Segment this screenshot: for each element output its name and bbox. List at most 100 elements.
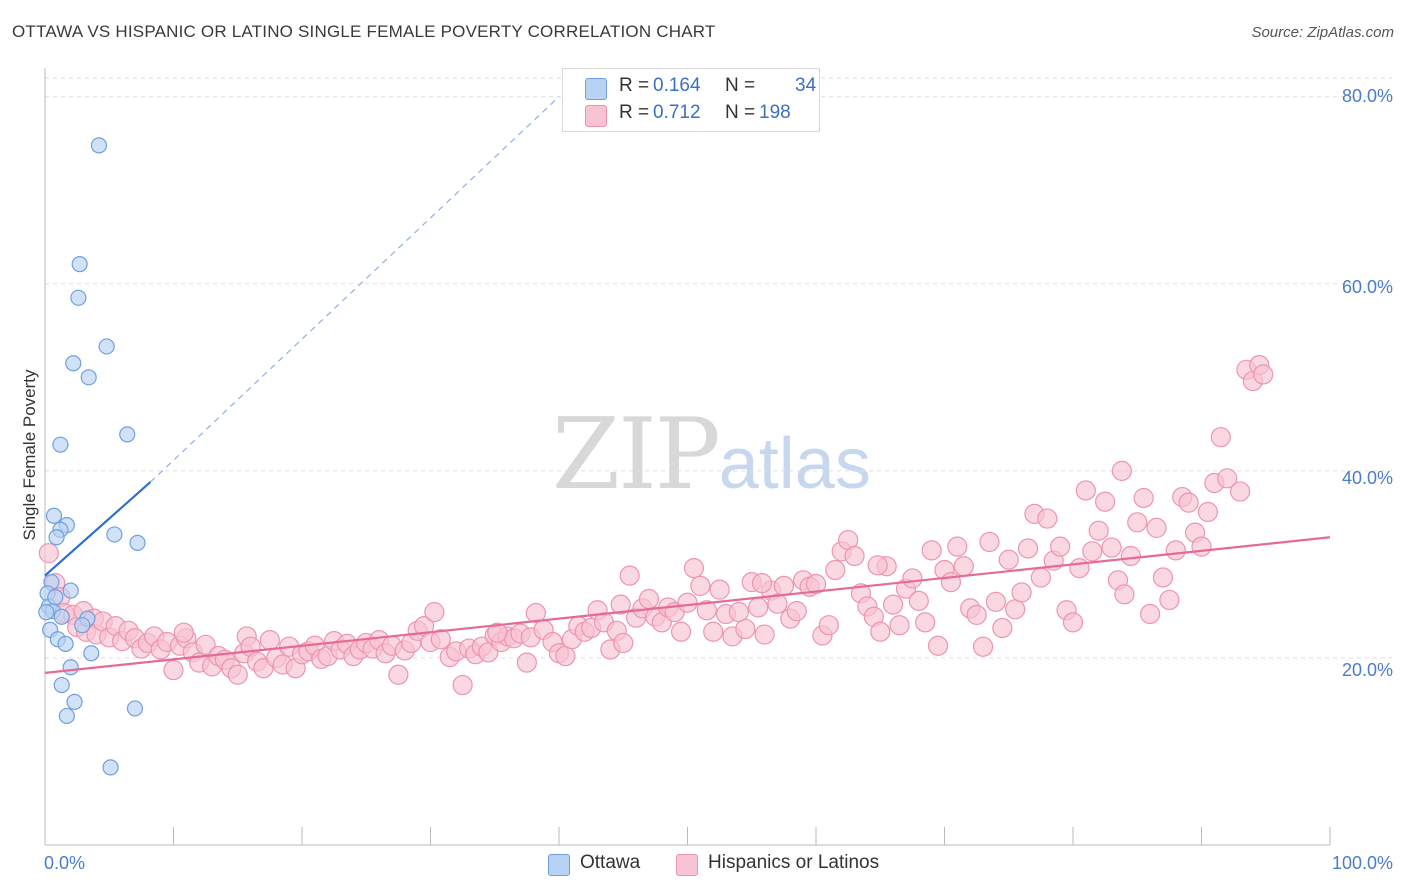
hispanic-point xyxy=(696,600,717,621)
ottawa-point xyxy=(119,426,136,443)
hispanic-point xyxy=(870,621,891,642)
ottawa-point xyxy=(65,355,82,372)
hispanic-point xyxy=(992,617,1013,639)
hispanic-swatch xyxy=(585,105,607,127)
hispanic-point xyxy=(1253,364,1274,385)
x-tick-label: 100.0% xyxy=(1331,853,1393,873)
watermark: ZIPatlas xyxy=(552,398,871,512)
hispanic-point xyxy=(915,612,936,633)
hispanic-point xyxy=(487,622,508,643)
ottawa-point xyxy=(62,659,79,676)
hispanic-point xyxy=(1120,545,1141,567)
hispanic-point xyxy=(670,621,692,642)
hispanic-point xyxy=(767,593,788,614)
hispanic-point xyxy=(998,549,1019,570)
hispanic-point xyxy=(195,634,216,655)
x-tick-label: 0.0% xyxy=(44,853,86,873)
ottawa-point xyxy=(45,507,63,524)
ottawa-point xyxy=(80,369,97,386)
y-tick-label: 60.0% xyxy=(1341,277,1393,297)
hispanic-point xyxy=(1082,541,1103,562)
ottawa-point xyxy=(90,137,108,154)
ottawa-point xyxy=(66,693,83,710)
hispanic-point xyxy=(424,601,445,623)
hispanic-point xyxy=(882,594,904,615)
hispanic-point xyxy=(748,597,769,618)
hispanic-point xyxy=(979,531,1000,553)
hispanic-point xyxy=(1152,567,1174,588)
ottawa-point xyxy=(70,289,87,306)
n-value: 34 xyxy=(795,75,817,96)
hispanic-point xyxy=(613,632,634,654)
hispanic-point xyxy=(452,674,473,696)
ottawa-point xyxy=(62,582,79,599)
hispanic-point xyxy=(754,624,775,645)
hispanic-point xyxy=(703,621,724,642)
hispanic-point xyxy=(690,575,711,597)
ottawa-point xyxy=(129,534,146,551)
hispanic-point xyxy=(516,652,537,673)
ottawa-swatch xyxy=(585,78,607,100)
ottawa-point xyxy=(48,529,65,546)
ottawa-point xyxy=(38,603,55,621)
hispanic-point xyxy=(985,591,1007,612)
n-value: 198 xyxy=(759,102,791,123)
hispanic-point xyxy=(728,601,750,623)
hispanic-point xyxy=(638,588,660,610)
hispanic-point xyxy=(805,573,827,595)
hispanic-point xyxy=(1075,480,1096,501)
hispanic-point xyxy=(163,659,184,681)
ottawa-trend-line xyxy=(44,481,152,577)
hispanic-point xyxy=(1011,582,1032,603)
hispanic-point xyxy=(825,559,846,581)
hispanic-point xyxy=(751,572,773,594)
ottawa-point xyxy=(74,617,91,634)
r-label: R = xyxy=(619,75,650,96)
hispanic-point xyxy=(1101,537,1122,558)
r-value: 0.164 xyxy=(653,75,701,96)
hispanic-point xyxy=(173,622,194,643)
ottawa-trend-extension xyxy=(149,96,560,483)
ottawa-point xyxy=(71,256,88,273)
hispanic-point xyxy=(610,594,631,615)
r-value: 0.712 xyxy=(653,102,701,123)
hispanic-point xyxy=(818,615,839,636)
ottawa-point xyxy=(126,700,144,717)
ottawa-swatch xyxy=(548,854,570,876)
hispanic-point xyxy=(677,592,698,613)
hispanic-point xyxy=(1017,538,1039,559)
ottawa-point xyxy=(102,759,119,776)
hispanic-point xyxy=(844,545,865,567)
legend-label: Hispanics or Latinos xyxy=(708,852,880,873)
hispanic-point xyxy=(1139,603,1161,625)
hispanic-point xyxy=(259,630,280,651)
hispanic-point xyxy=(38,543,59,564)
hispanic-point xyxy=(388,664,409,685)
hispanic-point xyxy=(525,602,546,624)
ottawa-point xyxy=(47,589,64,606)
hispanic-point xyxy=(1165,540,1186,561)
hispanic-point xyxy=(1229,481,1251,502)
hispanic-point xyxy=(227,664,248,685)
hispanic-point xyxy=(773,575,794,597)
hispanic-point xyxy=(953,556,974,577)
hispanic-trend-line xyxy=(44,536,1331,674)
watermark-atlas: atlas xyxy=(718,424,871,504)
ottawa-point xyxy=(53,608,70,625)
hispanic-point xyxy=(1178,492,1199,513)
hispanic-point xyxy=(1146,517,1167,539)
hispanic-point xyxy=(709,579,730,600)
hispanic-point xyxy=(1133,487,1154,509)
hispanic-point xyxy=(966,604,987,626)
watermark-zip: ZIP xyxy=(552,398,721,512)
legend-label: Ottawa xyxy=(580,852,641,873)
hispanic-point xyxy=(735,618,756,640)
ottawa-point xyxy=(58,707,75,725)
hispanic-point xyxy=(972,636,994,657)
hispanic-point xyxy=(947,536,968,557)
hispanic-point xyxy=(1197,501,1219,523)
hispanic-point xyxy=(1062,612,1084,633)
hispanic-point xyxy=(1127,512,1148,533)
ottawa-point xyxy=(106,526,123,543)
hispanic-point xyxy=(430,629,451,650)
